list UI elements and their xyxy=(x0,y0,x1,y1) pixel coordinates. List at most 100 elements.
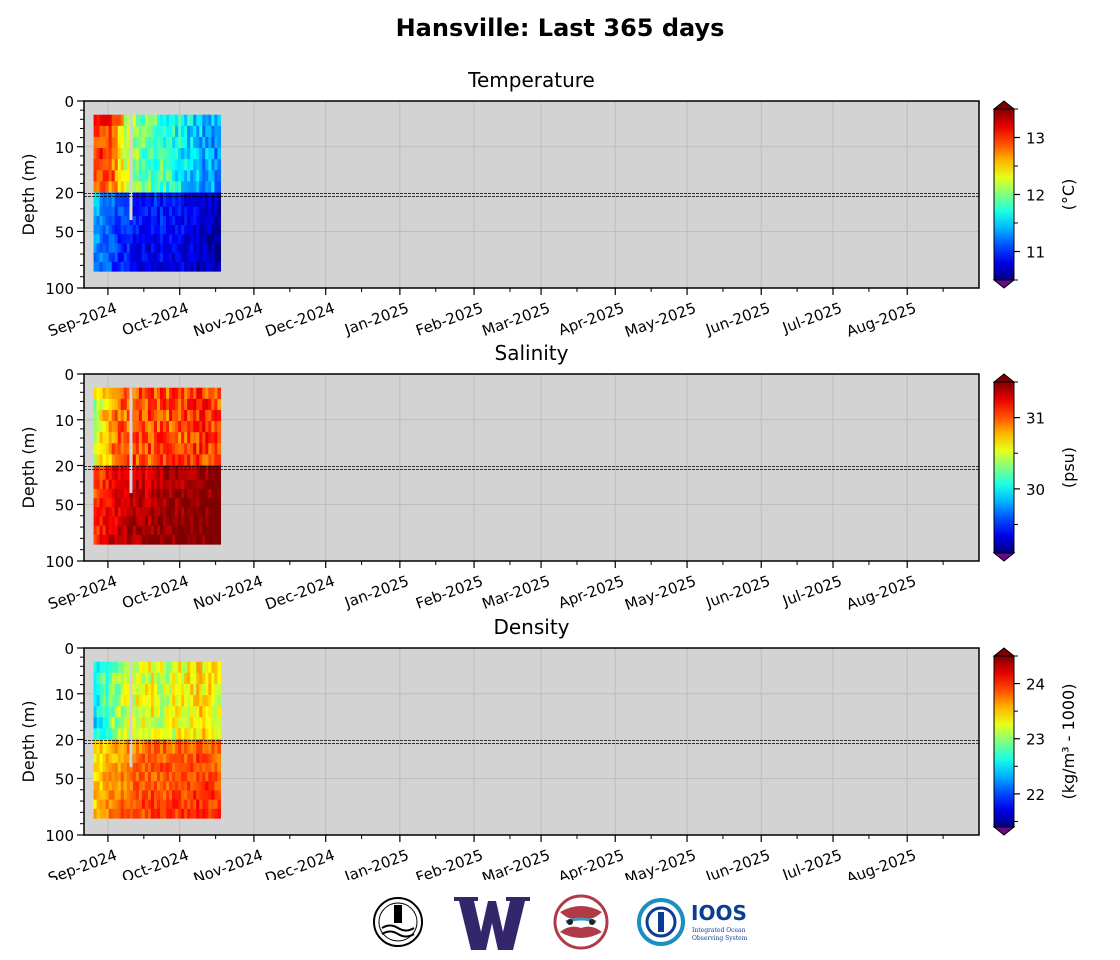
heatmap-cell xyxy=(202,790,206,801)
heatmap-cell xyxy=(169,148,173,160)
heatmap-cell xyxy=(175,409,179,422)
heatmap-cell xyxy=(172,454,176,467)
heatmap-cell xyxy=(153,465,158,481)
heatmap-cell xyxy=(108,498,113,508)
heatmap-cell xyxy=(160,170,164,182)
heatmap-cell xyxy=(166,136,170,149)
heatmap-cell xyxy=(156,728,161,741)
heatmap-cell xyxy=(208,261,212,272)
heatmap-cell xyxy=(99,728,104,741)
heatmap-cell xyxy=(150,479,155,490)
heatmap-cell xyxy=(175,762,179,773)
heatmap-cell xyxy=(208,159,212,171)
heatmap-cell xyxy=(144,421,149,433)
heatmap-cell xyxy=(196,799,200,810)
heatmap-cell xyxy=(102,672,107,685)
heatmap-cell xyxy=(126,728,131,741)
heatmap-cell xyxy=(93,488,98,499)
heatmap-cell xyxy=(202,525,206,536)
heatmap-cell xyxy=(120,525,125,536)
heatmap-cell xyxy=(144,706,149,718)
heatmap-cell xyxy=(196,661,200,674)
heatmap-cell xyxy=(102,206,107,217)
heatmap-cell xyxy=(132,790,137,801)
heatmap-cell xyxy=(132,387,137,400)
heatmap-cell xyxy=(126,443,131,455)
heatmap-cell xyxy=(120,661,125,674)
heatmap-cell xyxy=(123,683,128,696)
heatmap-cell xyxy=(205,206,209,217)
heatmap-cell xyxy=(135,672,140,685)
heatmap-cell xyxy=(187,790,191,801)
heatmap-cell xyxy=(99,534,104,545)
heatmap-cell xyxy=(150,243,155,254)
heatmap-cell xyxy=(93,443,98,455)
heatmap-cell xyxy=(217,215,222,226)
heatmap-cell xyxy=(114,498,119,508)
heatmap-cell xyxy=(120,443,125,455)
heatmap-cell xyxy=(144,772,149,782)
heatmap-cell xyxy=(214,234,218,245)
heatmap-cell xyxy=(126,753,131,764)
colorbar-tick-label: 24 xyxy=(1026,676,1045,694)
heatmap-cell xyxy=(135,706,140,718)
heatmap-cell xyxy=(93,225,98,235)
heatmap-cell xyxy=(175,432,179,444)
heatmap-cell xyxy=(105,398,110,411)
heatmap-cell xyxy=(166,753,170,764)
x-tick-label: May-2025 xyxy=(622,846,698,880)
heatmap-cell xyxy=(99,234,104,245)
heatmap-cell xyxy=(205,225,209,235)
heatmap-cell xyxy=(102,432,107,444)
heatmap-cell xyxy=(126,409,131,422)
heatmap-cell xyxy=(117,706,122,718)
heatmap-cell xyxy=(93,206,98,217)
heatmap-cell xyxy=(102,683,107,696)
heatmap-cell xyxy=(141,498,146,508)
heatmap-cell xyxy=(117,717,122,729)
heatmap-cell xyxy=(93,516,98,527)
heatmap-cell xyxy=(141,672,146,685)
heatmap-cell xyxy=(181,762,185,773)
heatmap-cell xyxy=(172,753,176,764)
heatmap-cell xyxy=(163,661,167,674)
heatmap-cell xyxy=(105,136,110,149)
heatmap-cell xyxy=(144,206,149,217)
heatmap-cell xyxy=(99,181,104,194)
heatmap-cell xyxy=(102,479,107,490)
heatmap-cell xyxy=(114,488,119,499)
heatmap-cell xyxy=(175,790,179,801)
heatmap-cell xyxy=(111,717,116,729)
heatmap-cell xyxy=(96,148,101,160)
heatmap-cell xyxy=(96,717,101,729)
heatmap-cell xyxy=(184,781,188,792)
heatmap-cell xyxy=(217,479,222,490)
heatmap-cell xyxy=(117,234,122,245)
heatmap-cell xyxy=(208,443,212,455)
colorbar-tick-label: 12 xyxy=(1026,187,1045,205)
heatmap-cell xyxy=(153,753,158,764)
heatmap-cell xyxy=(153,215,158,226)
heatmap-cell xyxy=(187,387,191,400)
heatmap-cell xyxy=(108,661,113,674)
heatmap-cell xyxy=(199,398,203,411)
heatmap-cell xyxy=(135,772,140,782)
heatmap-cell xyxy=(141,432,146,444)
heatmap-cell xyxy=(214,192,218,208)
heatmap-cell xyxy=(184,125,188,138)
heatmap-cell xyxy=(114,170,119,182)
heatmap-cell xyxy=(126,136,131,149)
heatmap-cell xyxy=(111,409,116,422)
heatmap-cell xyxy=(202,808,206,819)
heatmap-cell xyxy=(93,125,98,138)
heatmap-cell xyxy=(205,234,209,245)
heatmap-cell xyxy=(190,661,194,674)
heatmap-cell xyxy=(150,534,155,545)
x-tick-label: Dec-2024 xyxy=(263,572,337,614)
heatmap-cell xyxy=(114,421,119,433)
heatmap-cell xyxy=(96,790,101,801)
x-tick-label: Apr-2025 xyxy=(556,846,627,880)
heatmap-cell xyxy=(108,252,113,263)
heatmap-cell xyxy=(156,479,161,490)
heatmap-cell xyxy=(202,206,206,217)
